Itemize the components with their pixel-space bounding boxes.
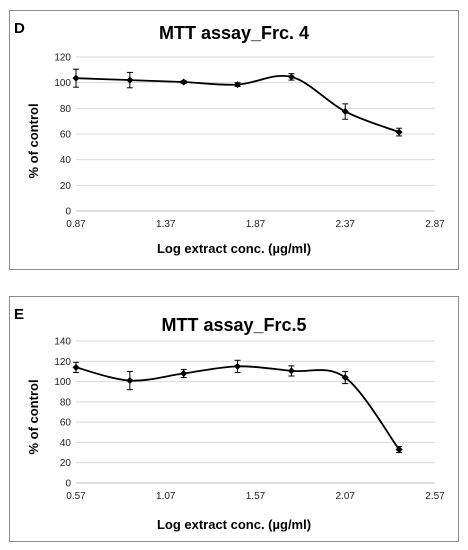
- y-axis-label-d: % of control: [26, 103, 41, 178]
- y-tick-label-e: 120: [54, 357, 71, 368]
- x-tick-label-d: 1.37: [156, 219, 176, 230]
- data-point-d: [234, 81, 242, 89]
- x-tick-label-d: 2.37: [336, 219, 356, 230]
- y-tick-label-e: 80: [60, 397, 72, 408]
- x-tick-label-e: 1.07: [156, 491, 176, 502]
- x-tick-label-e: 2.07: [336, 491, 356, 502]
- chart-title-e: MTT assay_Frc.5: [161, 315, 306, 335]
- data-point-e: [126, 377, 134, 385]
- data-point-d: [126, 76, 134, 84]
- x-axis-label-d: Log extract conc. (µg/ml): [157, 241, 311, 256]
- y-tick-label-e: 140: [54, 337, 71, 348]
- panel-d: D MTT assay_Frc. 4 Log extract conc. (µg…: [9, 10, 459, 270]
- data-point-d: [72, 74, 80, 82]
- y-tick-label-e: 100: [54, 377, 71, 388]
- data-point-d: [180, 78, 188, 86]
- data-point-e: [234, 362, 242, 370]
- series-line-e: [75, 365, 400, 451]
- panel-e: E MTT assay_Frc.5 Log extract conc. (µg/…: [9, 296, 459, 542]
- data-point-e: [341, 374, 349, 382]
- data-point-d: [395, 128, 403, 136]
- x-tick-label-e: 1.57: [246, 491, 266, 502]
- y-tick-label-d: 40: [60, 155, 72, 166]
- panel-label-d: D: [14, 20, 25, 37]
- y-tick-label-d: 120: [54, 53, 71, 64]
- data-point-e: [395, 446, 403, 454]
- y-tick-label-d: 0: [65, 207, 71, 218]
- x-axis-label-e: Log extract conc. (µg/ml): [157, 517, 311, 532]
- y-tick-label-d: 100: [54, 78, 71, 89]
- y-tick-label-e: 60: [60, 418, 72, 429]
- x-tick-label-d: 0.87: [66, 219, 86, 230]
- data-point-d: [287, 73, 295, 81]
- data-point-e: [287, 367, 295, 375]
- x-tick-label-e: 2.57: [425, 491, 445, 502]
- y-tick-label-d: 20: [60, 181, 72, 192]
- x-tick-label-d: 2.87: [425, 219, 445, 230]
- y-tick-label-e: 20: [60, 458, 72, 469]
- data-point-e: [72, 363, 80, 371]
- y-tick-label-d: 60: [60, 130, 72, 141]
- y-tick-label-e: 40: [60, 438, 72, 449]
- panel-label-e: E: [14, 306, 24, 323]
- y-axis-label-e: % of control: [26, 379, 41, 454]
- data-point-e: [180, 369, 188, 377]
- chart-e: E MTT assay_Frc.5 Log extract conc. (µg/…: [14, 306, 445, 532]
- chart-title-d: MTT assay_Frc. 4: [159, 23, 309, 43]
- y-tick-label-e: 0: [65, 479, 71, 490]
- x-tick-label-d: 1.87: [246, 219, 266, 230]
- x-tick-label-e: 0.57: [66, 491, 86, 502]
- y-tick-label-d: 80: [60, 104, 72, 115]
- chart-d: D MTT assay_Frc. 4 Log extract conc. (µg…: [14, 20, 445, 256]
- data-point-d: [341, 108, 349, 116]
